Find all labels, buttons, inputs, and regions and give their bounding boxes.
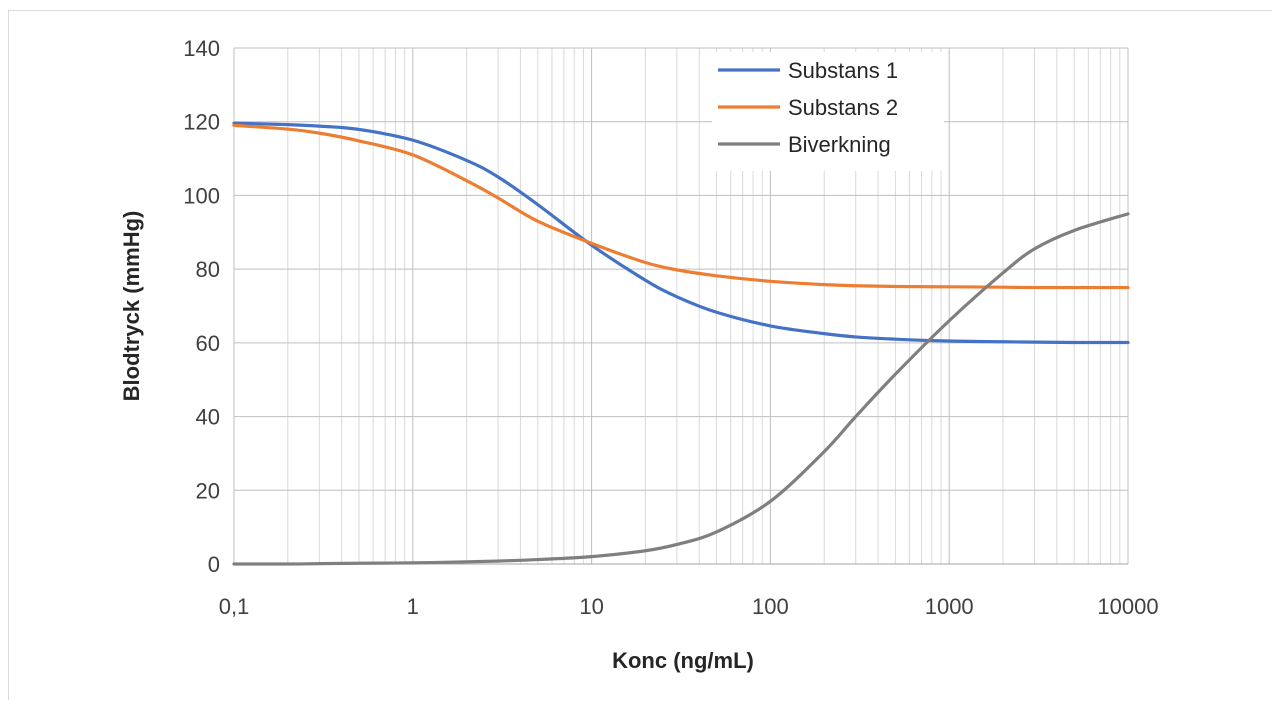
x-tick-label: 10000 xyxy=(1097,594,1158,619)
y-tick-label: 80 xyxy=(196,257,220,282)
legend-background xyxy=(712,52,944,171)
y-tick-label: 120 xyxy=(183,110,220,135)
legend-label: Substans 2 xyxy=(788,95,898,120)
x-tick-label: 1 xyxy=(407,594,419,619)
x-tick-labels: 0,1 1 10 100 1000 10000 xyxy=(219,594,1159,619)
series-line-1 xyxy=(232,121,1130,345)
x-tick-label: 1000 xyxy=(925,594,974,619)
x-axis-title: Konc (ng/mL) xyxy=(612,648,754,673)
y-tick-label: 60 xyxy=(196,331,220,356)
y-tick-label: 40 xyxy=(196,405,220,430)
major-gridlines xyxy=(233,47,1129,565)
y-tick-label: 0 xyxy=(208,552,220,577)
legend: Substans 1 Substans 2 Biverkning xyxy=(712,52,944,171)
series-lines xyxy=(232,121,1130,566)
series-line-2 xyxy=(232,123,1130,290)
y-axis-title: Blodtryck (mmHg) xyxy=(119,211,144,402)
series-line-3 xyxy=(232,212,1130,566)
y-tick-label: 20 xyxy=(196,478,220,503)
x-tick-label: 0,1 xyxy=(219,594,250,619)
legend-label: Substans 1 xyxy=(788,58,898,83)
y-tick-label: 140 xyxy=(183,36,220,61)
x-tick-label: 100 xyxy=(752,594,789,619)
chart-frame xyxy=(8,10,1272,700)
y-tick-labels: 0 20 40 60 80 100 120 140 xyxy=(183,36,220,577)
x-tick-label: 10 xyxy=(579,594,603,619)
y-tick-label: 100 xyxy=(183,183,220,208)
legend-label: Biverkning xyxy=(788,132,891,157)
